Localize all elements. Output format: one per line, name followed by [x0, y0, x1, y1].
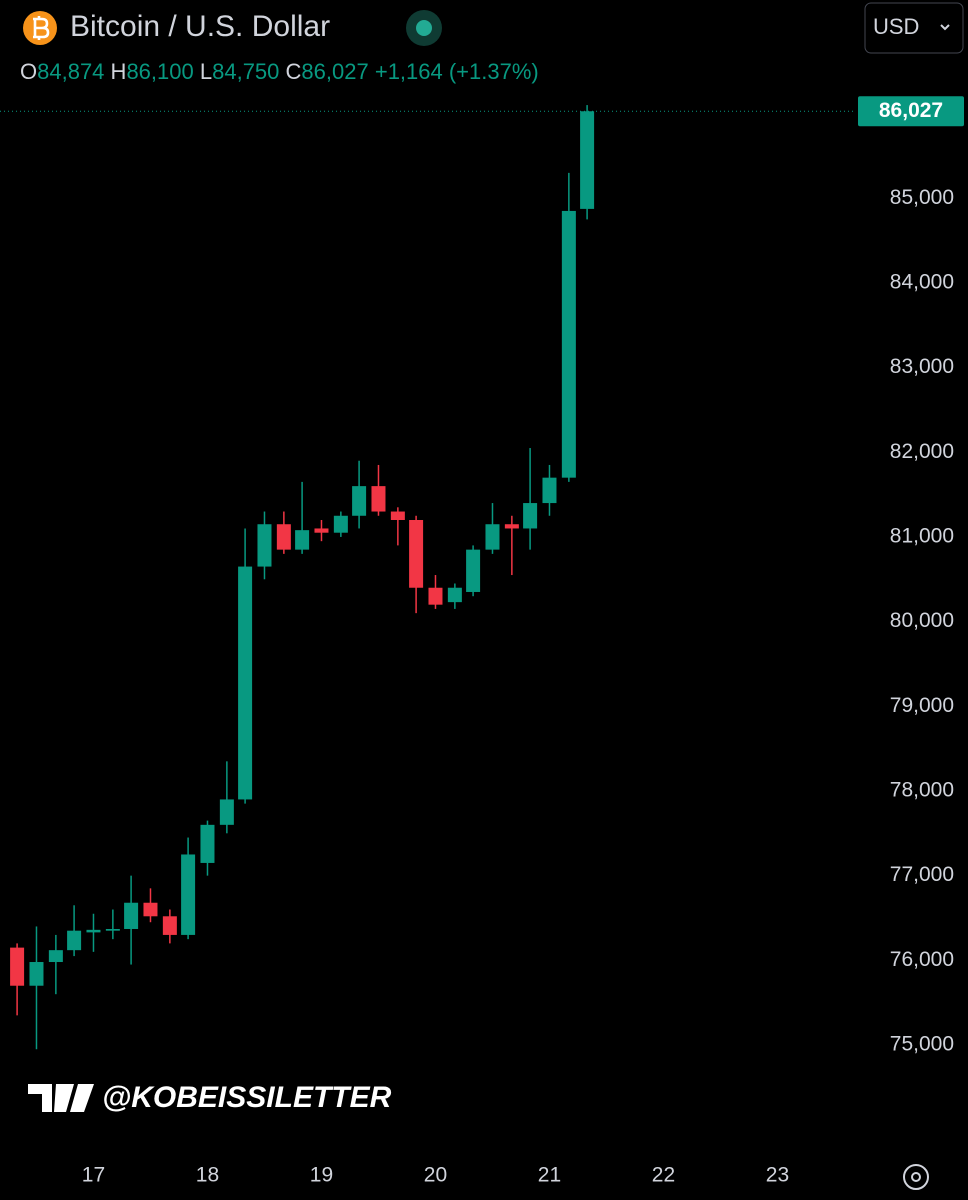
candle-body [124, 902, 139, 929]
candle-body [580, 111, 595, 209]
candle-body [238, 566, 253, 800]
x-tick-label: 19 [310, 1164, 333, 1187]
x-tick-label: 22 [652, 1164, 675, 1187]
coin-glyph [33, 16, 50, 40]
ohlc-key: C [286, 59, 302, 84]
candle-body [295, 530, 310, 550]
candle-body [162, 916, 177, 935]
candle-body [105, 928, 120, 931]
dropdown-caret[interactable] [940, 24, 950, 31]
candle-body [485, 524, 500, 550]
ohlc-key: O [20, 59, 37, 84]
candle-body [428, 587, 443, 605]
last-price-tag [858, 96, 964, 127]
y-tick-label: 75,000 [890, 1033, 954, 1056]
y-tick-label: 84,000 [890, 270, 954, 293]
y-tick-label: 76,000 [890, 948, 954, 971]
candle-body [314, 528, 329, 533]
symbol-title: Bitcoin / U.S. Dollar [70, 10, 330, 43]
candle-body [371, 486, 386, 512]
y-tick-label: 85,000 [890, 186, 954, 209]
y-tick-label: 77,000 [890, 863, 954, 886]
y-tick-label: 83,000 [890, 355, 954, 378]
candle-body [86, 929, 101, 933]
candle-body [219, 799, 234, 825]
y-tick-label: 79,000 [890, 694, 954, 717]
candle-body [409, 520, 424, 588]
candle-body [542, 477, 557, 504]
ohlc-value: 84,750 [212, 59, 279, 84]
currency-label[interactable]: USD [873, 14, 919, 39]
gear-ring[interactable] [903, 1164, 929, 1190]
candle-body [29, 962, 44, 986]
logo [28, 1084, 94, 1112]
candle-body [48, 950, 63, 963]
y-tick-label: 80,000 [890, 609, 954, 632]
candle-body [333, 515, 348, 533]
x-tick-label: 18 [196, 1164, 219, 1187]
status-dot [416, 20, 432, 36]
x-tick-label: 20 [424, 1164, 447, 1187]
x-tick-label: 21 [538, 1164, 561, 1187]
last-price-label: 86,027 [879, 99, 943, 122]
watermark: @KOBEISSILETTER [28, 1081, 392, 1114]
y-tick-label: 81,000 [890, 524, 954, 547]
candle-body [466, 549, 481, 592]
candle-body [447, 587, 462, 603]
candle-body [200, 824, 215, 863]
gear-hub[interactable] [911, 1172, 921, 1182]
change: +1,164 (+1.37%) [375, 59, 539, 84]
candle-body [67, 930, 82, 951]
candle-body [561, 210, 576, 478]
candle-body [143, 902, 158, 917]
y-tick-label: 78,000 [890, 779, 954, 802]
ohlc-line: O84,874 H86,100 L84,750 C86,027 +1,164 (… [20, 59, 539, 84]
ohlc-key: L [200, 59, 212, 84]
candle-body [390, 511, 405, 520]
x-tick-label: 23 [766, 1164, 789, 1187]
watermark-text: @KOBEISSILETTER [102, 1081, 392, 1114]
candle-body [257, 524, 272, 567]
y-tick-label: 82,000 [890, 440, 954, 463]
candle-body [181, 854, 196, 935]
ohlc-value: 84,874 [37, 59, 104, 84]
candle-body [504, 524, 519, 529]
settings-icon[interactable] [903, 1164, 929, 1190]
ohlc-key: H [111, 59, 127, 84]
x-tick-label: 17 [82, 1164, 105, 1187]
candle-body [352, 486, 367, 516]
candle-body [10, 947, 25, 986]
candle-body [276, 524, 291, 550]
ohlc-value: 86,100 [126, 59, 193, 84]
candle-body [523, 503, 538, 529]
ohlc-value: 86,027 [301, 59, 368, 84]
currency-button[interactable] [864, 2, 964, 54]
